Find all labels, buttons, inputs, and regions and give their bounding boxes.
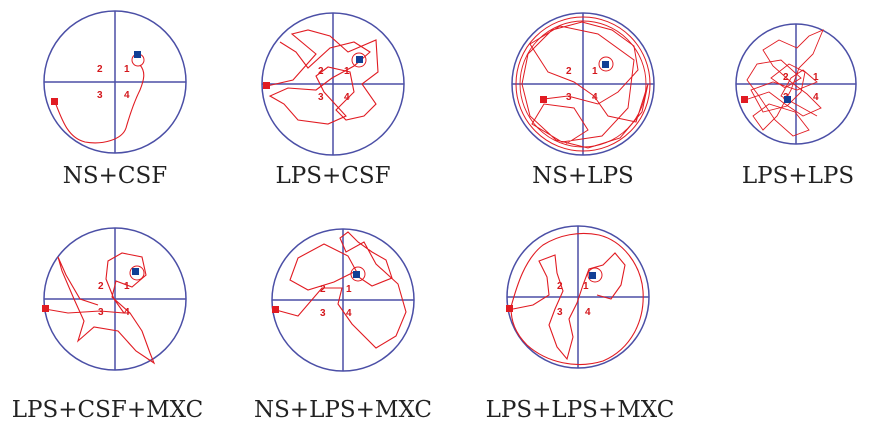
quadrant-label-3: 3 bbox=[566, 92, 572, 103]
start-marker bbox=[741, 96, 748, 103]
panel-caption-1: NS+CSF bbox=[62, 163, 168, 189]
quadrant-label-1: 1 bbox=[124, 281, 130, 292]
quadrant-label-2: 2 bbox=[557, 281, 563, 292]
quadrant-label-1: 1 bbox=[583, 281, 589, 292]
platform-marker bbox=[784, 96, 791, 103]
quadrant-label-2: 2 bbox=[98, 281, 104, 292]
platform-ring bbox=[351, 52, 367, 68]
quadrant-label-2: 2 bbox=[97, 64, 103, 75]
water-maze-trace-lps-lps-mxc: 1 2 3 4 bbox=[506, 225, 650, 369]
panel-caption-3: NS+LPS bbox=[532, 163, 634, 189]
swim-path-loop bbox=[510, 232, 644, 366]
maze-panel-4: 1 2 3 4 bbox=[733, 20, 863, 150]
quadrant-label-4: 4 bbox=[813, 92, 819, 103]
maze-panel-2: 1 2 3 4 bbox=[258, 12, 408, 162]
platform-ring bbox=[587, 267, 603, 283]
swim-path bbox=[266, 29, 379, 125]
platform-marker bbox=[602, 61, 609, 68]
quadrant-label-4: 4 bbox=[124, 90, 130, 101]
maze-panel-7: 1 2 3 4 bbox=[503, 225, 653, 375]
quadrant-label-4: 4 bbox=[585, 307, 591, 318]
water-maze-trace-lps-csf-mxc: 1 2 3 4 bbox=[42, 227, 187, 371]
quadrant-label-3: 3 bbox=[318, 92, 324, 103]
quadrant-label-3: 3 bbox=[97, 90, 103, 101]
swim-path bbox=[275, 231, 407, 349]
platform-marker bbox=[356, 56, 363, 63]
quadrant-label-2: 2 bbox=[318, 66, 324, 77]
maze-panel-1: 1 2 3 4 bbox=[40, 10, 190, 160]
quadrant-label-4: 4 bbox=[344, 92, 350, 103]
swim-path bbox=[512, 252, 626, 361]
maze-panel-5: 1 2 3 4 bbox=[40, 227, 190, 377]
start-marker bbox=[506, 305, 513, 312]
start-marker bbox=[540, 96, 547, 103]
panel-caption-4: LPS+LPS bbox=[741, 163, 855, 189]
quadrant-label-1: 1 bbox=[346, 284, 352, 295]
swim-path bbox=[521, 21, 649, 149]
platform-marker bbox=[132, 268, 139, 275]
water-maze-trace-lps-csf: 1 2 3 4 bbox=[261, 12, 405, 156]
panel-caption-6: NS+LPS+MXC bbox=[253, 397, 433, 423]
swim-path bbox=[54, 64, 145, 144]
water-maze-trace-lps-lps: 1 2 3 4 bbox=[735, 23, 857, 145]
swim-path bbox=[44, 252, 156, 365]
panel-caption-5: LPS+CSF+MXC bbox=[11, 397, 204, 423]
water-maze-trace-ns-csf: 1 2 3 4 bbox=[43, 10, 187, 154]
quadrant-label-1: 1 bbox=[592, 66, 598, 77]
quadrant-label-3: 3 bbox=[557, 307, 563, 318]
panel-caption-7: LPS+LPS+MXC bbox=[485, 397, 675, 423]
quadrant-label-2: 2 bbox=[566, 66, 572, 77]
platform-ring bbox=[129, 265, 145, 281]
quadrant-label-1: 1 bbox=[124, 64, 130, 75]
platform-marker bbox=[589, 272, 596, 279]
panel-caption-2: LPS+CSF bbox=[275, 163, 391, 189]
platform-ring bbox=[598, 56, 614, 72]
swim-path-ring-outer bbox=[515, 16, 651, 152]
start-marker bbox=[51, 98, 58, 105]
quadrant-label-4: 4 bbox=[124, 307, 130, 318]
quadrant-label-2: 2 bbox=[320, 284, 326, 295]
quadrant-label-4: 4 bbox=[346, 308, 352, 319]
quadrant-label-1: 1 bbox=[813, 72, 819, 83]
water-maze-trace-ns-lps: 1 2 3 4 bbox=[511, 12, 655, 156]
water-maze-trace-ns-lps-mxc: 1 2 3 4 bbox=[271, 228, 415, 372]
start-marker bbox=[263, 82, 270, 89]
platform-marker bbox=[353, 271, 360, 278]
swim-path bbox=[744, 29, 824, 137]
platform-marker bbox=[134, 51, 141, 58]
start-marker bbox=[272, 306, 279, 313]
maze-panel-6: 1 2 3 4 bbox=[268, 228, 418, 378]
quadrant-label-3: 3 bbox=[98, 307, 104, 318]
start-marker bbox=[42, 305, 49, 312]
maze-panel-3: 1 2 3 4 bbox=[508, 12, 658, 162]
quadrant-label-3: 3 bbox=[320, 308, 326, 319]
